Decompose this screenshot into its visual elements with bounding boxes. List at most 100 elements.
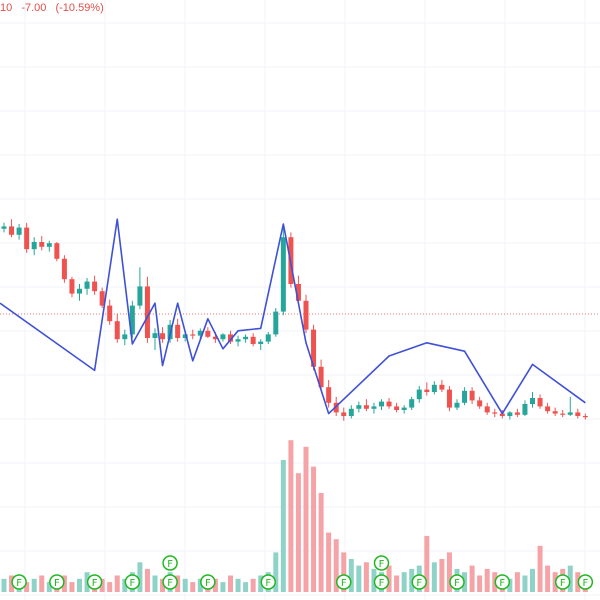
candle-body xyxy=(205,330,211,337)
financials-flag-icon xyxy=(86,574,103,590)
financials-flag-label: F xyxy=(499,578,505,589)
candle-body xyxy=(197,330,203,336)
volume-bar xyxy=(144,568,150,592)
candle-body xyxy=(212,336,218,340)
candle-body xyxy=(356,405,362,409)
financials-flag-label: F xyxy=(129,578,135,589)
volume-bar xyxy=(182,578,188,592)
candle-body xyxy=(69,279,75,294)
volume-bar xyxy=(160,578,166,592)
volume-bar xyxy=(326,532,332,592)
volume-bar xyxy=(514,572,520,592)
volume-bar xyxy=(69,582,75,592)
volume-bar xyxy=(446,552,452,592)
candle-body xyxy=(439,384,445,390)
candle-body xyxy=(582,416,588,418)
volume-bar xyxy=(175,575,181,592)
financials-flag-label: F xyxy=(379,578,385,589)
financials-flag-icon xyxy=(373,555,390,571)
volume-bar xyxy=(61,575,67,592)
volume-bar xyxy=(333,539,339,592)
financials-flag-icon xyxy=(200,574,216,590)
candle-body xyxy=(280,237,286,312)
candle-body xyxy=(39,242,45,247)
financials-flag-icon xyxy=(449,574,465,590)
volume-bar xyxy=(152,575,158,592)
volume-bar xyxy=(137,562,143,592)
financials-flag-label: F xyxy=(265,578,271,589)
candle-body xyxy=(394,406,400,410)
volume-bar xyxy=(303,446,309,592)
candle-body xyxy=(522,404,528,415)
financials-flag-icon xyxy=(554,574,571,590)
volume-bar xyxy=(31,578,37,592)
volume-bar xyxy=(122,578,128,592)
volume-bar xyxy=(522,575,528,592)
volume-bar xyxy=(484,568,490,592)
candle-body xyxy=(24,227,30,250)
candle-body xyxy=(273,311,279,335)
volume-bar xyxy=(258,575,264,592)
candle-body xyxy=(265,334,271,342)
financials-flag-label: F xyxy=(92,578,98,589)
financials-flag-label: F xyxy=(560,578,566,589)
volume-bar xyxy=(507,578,513,592)
candle-body xyxy=(507,412,513,416)
candle-body xyxy=(175,324,181,338)
volume-bar xyxy=(190,582,196,592)
volume-bar xyxy=(212,578,218,592)
financials-flag-icon xyxy=(162,555,178,571)
volume-bar xyxy=(545,565,551,592)
candle-body xyxy=(243,336,249,340)
candle-body xyxy=(477,400,483,407)
candle-body xyxy=(409,399,415,408)
volume-bar xyxy=(46,582,52,592)
volume-bar xyxy=(228,575,233,592)
volume-bar xyxy=(77,578,82,592)
candle-body xyxy=(258,341,264,344)
volume-bar xyxy=(107,582,113,592)
volume-bar xyxy=(311,466,317,592)
volume-bar xyxy=(424,535,430,592)
candle-body xyxy=(107,305,113,322)
candle-body xyxy=(326,387,332,403)
candle-body xyxy=(484,406,490,413)
financials-flag-icon xyxy=(373,574,390,590)
volume-bar xyxy=(363,562,369,592)
candle-body xyxy=(228,334,233,342)
candle-body xyxy=(575,412,581,416)
volume-bar xyxy=(220,582,226,592)
volume-bar xyxy=(9,575,15,592)
financials-flag-icon xyxy=(162,574,178,590)
volume-bar xyxy=(318,493,324,592)
candle-body xyxy=(416,389,422,400)
candle-body xyxy=(114,321,120,340)
candle-body xyxy=(560,413,566,415)
volume-bar xyxy=(39,575,45,592)
candle-body xyxy=(220,334,226,340)
volume-bar xyxy=(250,578,256,592)
financials-flag-icon xyxy=(124,574,141,590)
volume-bar xyxy=(567,565,573,592)
candle-body xyxy=(99,291,105,306)
candle-body xyxy=(363,405,369,409)
candle-body xyxy=(9,226,15,235)
financials-flag-label: F xyxy=(379,559,385,570)
candle-body xyxy=(514,412,520,415)
candle-body xyxy=(386,401,392,407)
financials-flag-icon xyxy=(336,574,352,590)
financials-flag-label: F xyxy=(205,578,211,589)
volume-bar xyxy=(356,565,362,592)
candle-body xyxy=(454,402,460,408)
volume-bar xyxy=(235,578,241,592)
candle-body xyxy=(469,390,475,401)
volume-bar xyxy=(288,440,294,592)
financials-flag-label: F xyxy=(167,559,173,570)
candle-body xyxy=(537,398,543,407)
volume-bar xyxy=(431,562,437,592)
candle-body xyxy=(446,389,452,408)
candle-body xyxy=(552,411,558,414)
candle-body xyxy=(1,226,7,229)
